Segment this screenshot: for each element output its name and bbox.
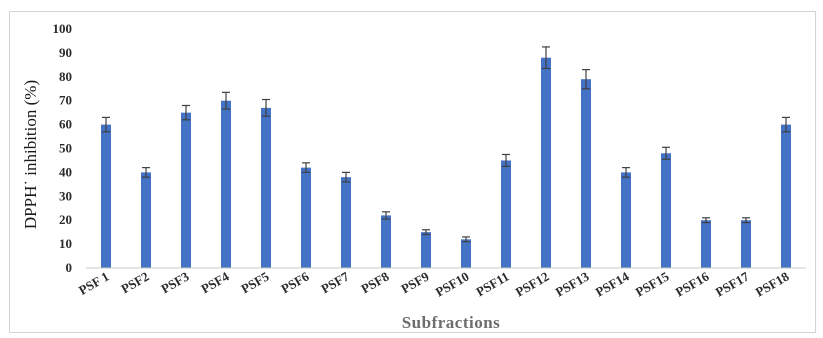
x-tick-label: PSF17 <box>713 268 752 299</box>
chart-frame <box>9 11 816 333</box>
error-bar <box>102 116 110 133</box>
y-tick-label: 30 <box>59 188 72 203</box>
x-tick-label: PSF3 <box>158 268 192 296</box>
bar <box>581 79 591 268</box>
x-tick-label: PSF9 <box>398 268 432 296</box>
y-tick-label: 40 <box>59 164 72 179</box>
y-axis-label: DPPH˙ inhibition (%) <box>21 80 40 229</box>
x-tick-label: PSF5 <box>238 268 272 296</box>
bar <box>621 172 631 268</box>
y-tick-label: 90 <box>59 45 72 60</box>
error-bar <box>702 217 710 224</box>
error-bar <box>222 91 230 110</box>
error-bar <box>662 146 670 160</box>
y-tick-label: 60 <box>59 117 72 132</box>
x-tick-label: PSF14 <box>593 268 632 299</box>
bar <box>221 100 231 268</box>
bar <box>381 215 391 268</box>
bar <box>661 153 671 268</box>
bar <box>541 57 551 269</box>
bar <box>101 124 111 268</box>
y-tick-label: 0 <box>66 260 73 275</box>
y-tick-label: 70 <box>59 93 72 108</box>
y-tick-label: 100 <box>53 21 73 36</box>
x-tick-label: PSF6 <box>278 268 312 296</box>
bar <box>701 220 711 268</box>
error-bar <box>422 229 430 236</box>
error-bar <box>382 211 390 220</box>
bar <box>461 239 471 268</box>
x-tick-label: PSF8 <box>358 268 392 296</box>
error-bar <box>182 104 190 121</box>
error-bar <box>462 236 470 243</box>
y-tick-label: 80 <box>59 69 72 84</box>
x-tick-label: PSF2 <box>118 269 151 297</box>
bar <box>781 124 791 268</box>
x-tick-label: PSF7 <box>318 268 352 296</box>
x-tick-label: PSF15 <box>633 268 672 299</box>
bar <box>741 220 751 268</box>
bar <box>421 232 431 268</box>
error-bar <box>582 69 590 90</box>
bar <box>141 172 151 268</box>
x-tick-label: PSF 1 <box>76 269 112 298</box>
x-tick-label: PSF11 <box>473 269 511 300</box>
error-bar <box>502 153 510 168</box>
error-bar <box>622 167 630 178</box>
y-tick-label: 20 <box>59 212 72 227</box>
error-bar <box>542 46 550 70</box>
bar <box>501 160 511 268</box>
error-bar <box>342 171 350 183</box>
error-bar <box>302 162 310 173</box>
x-tick-label: PSF13 <box>553 268 592 299</box>
error-bar <box>782 116 790 133</box>
x-tick-label: PSF4 <box>198 268 232 296</box>
error-bar <box>742 217 750 224</box>
x-tick-label: PSF12 <box>513 269 552 300</box>
error-bar <box>262 98 270 117</box>
bar <box>301 167 311 268</box>
bar <box>181 112 191 269</box>
x-tick-label: PSF10 <box>433 269 472 300</box>
x-axis-label: Subfractions <box>402 313 501 332</box>
y-tick-label: 50 <box>59 141 72 156</box>
y-tick-label: 10 <box>59 236 72 251</box>
x-tick-label: PSF16 <box>673 268 712 299</box>
bar <box>261 107 271 269</box>
bar <box>341 177 351 268</box>
x-tick-label: PSF18 <box>753 268 792 299</box>
error-bar <box>142 167 150 178</box>
